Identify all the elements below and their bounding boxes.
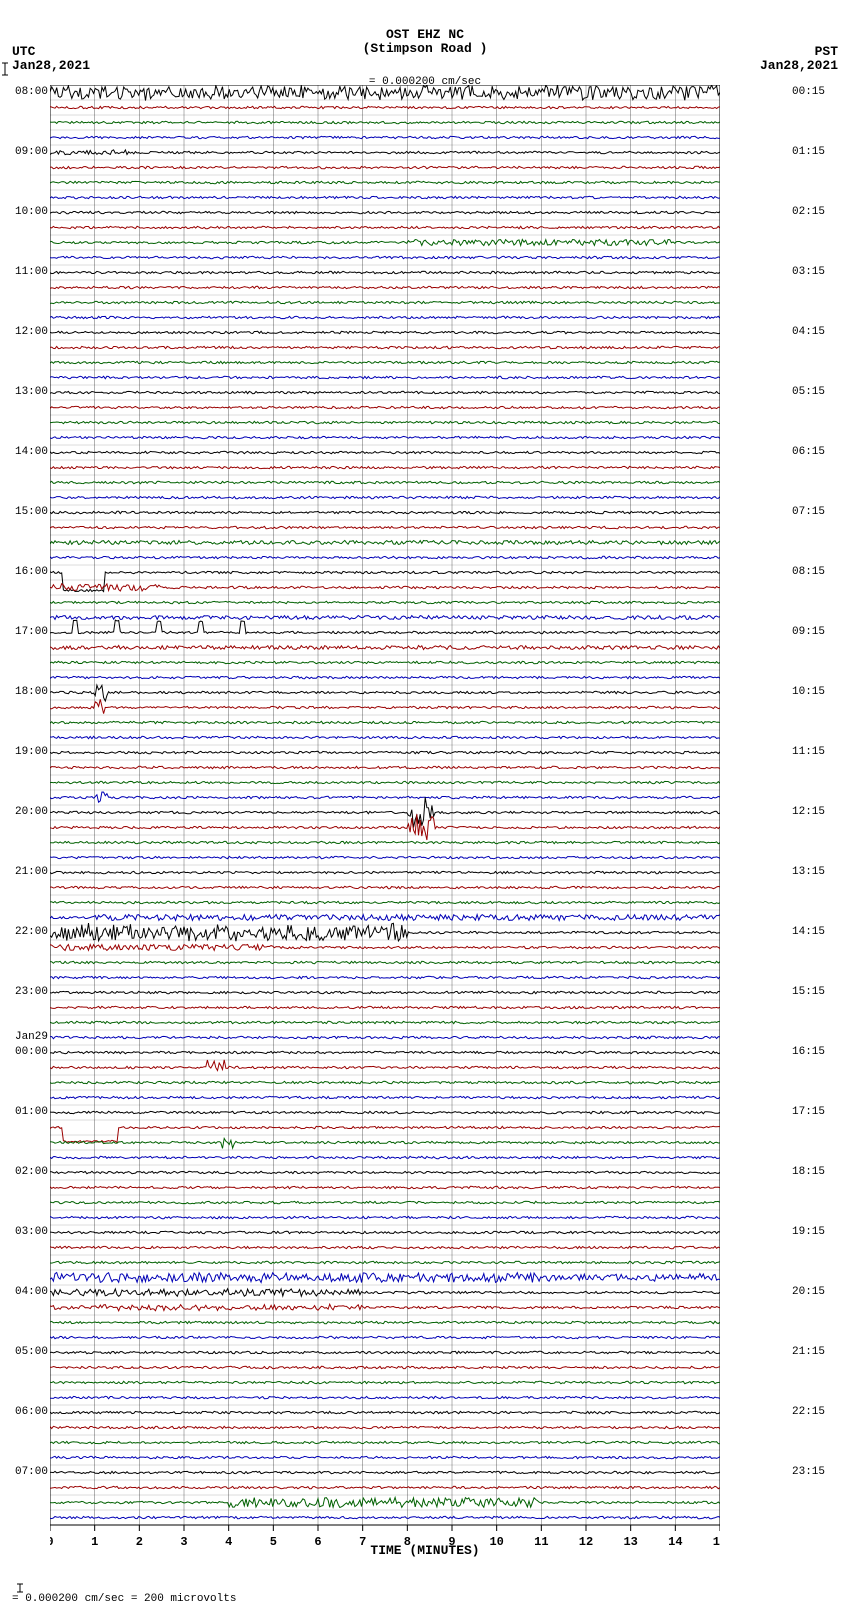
right-time-label: 00:15 bbox=[792, 86, 825, 98]
seismogram-plot: 0123456789101112131415 bbox=[50, 85, 720, 1525]
right-time-labels: 00:15 01:15 02:15 03:15 04:15 05:15 06:15 07:15… bbox=[792, 85, 842, 1525]
right-time-label: 16:15 bbox=[792, 1046, 825, 1058]
right-time-label: 08:15 bbox=[792, 566, 825, 578]
right-time-label: 14:15 bbox=[792, 926, 825, 938]
right-time-label: 11:15 bbox=[792, 746, 825, 758]
left-time-label: 08:00 bbox=[15, 86, 48, 98]
right-time-label: 09:15 bbox=[792, 626, 825, 638]
right-time-label: 21:15 bbox=[792, 1346, 825, 1358]
left-time-label: 02:00 bbox=[15, 1166, 48, 1178]
left-time-label: 09:00 bbox=[15, 146, 48, 158]
right-time-label: 03:15 bbox=[792, 266, 825, 278]
timezone-left: UTC Jan28,2021 bbox=[12, 45, 90, 73]
right-time-label: 12:15 bbox=[792, 806, 825, 818]
left-time-label: 11:00 bbox=[15, 266, 48, 278]
left-time-label: Jan29 bbox=[15, 1031, 48, 1043]
left-time-label: 20:00 bbox=[15, 806, 48, 818]
footnote: = 0.000200 cm/sec = 200 microvolts bbox=[12, 1583, 236, 1605]
right-time-label: 04:15 bbox=[792, 326, 825, 338]
right-time-label: 01:15 bbox=[792, 146, 825, 158]
right-time-label: 22:15 bbox=[792, 1406, 825, 1418]
left-time-label: 18:00 bbox=[15, 686, 48, 698]
right-time-label: 18:15 bbox=[792, 1166, 825, 1178]
tz-right-label: PST bbox=[815, 44, 838, 59]
right-time-label: 19:15 bbox=[792, 1226, 825, 1238]
title-line2: (Stimpson Road ) bbox=[363, 41, 488, 56]
left-time-labels: 08:00 09:00 10:00 11:00 12:00 13:00 14:00 15:00… bbox=[8, 85, 48, 1525]
left-time-label: 06:00 bbox=[15, 1406, 48, 1418]
left-time-label: 03:00 bbox=[15, 1226, 48, 1238]
right-time-label: 13:15 bbox=[792, 866, 825, 878]
timezone-right: PST Jan28,2021 bbox=[760, 45, 838, 73]
footnote-text: = 0.000200 cm/sec = 200 microvolts bbox=[12, 1593, 236, 1605]
left-time-label: 22:00 bbox=[15, 926, 48, 938]
tz-right-date: Jan28,2021 bbox=[760, 58, 838, 73]
left-time-label: 07:00 bbox=[15, 1466, 48, 1478]
left-time-label: 05:00 bbox=[15, 1346, 48, 1358]
left-time-label: 10:00 bbox=[15, 206, 48, 218]
right-time-label: 15:15 bbox=[792, 986, 825, 998]
title-line1: OST EHZ NC bbox=[386, 27, 464, 42]
left-time-label: 04:00 bbox=[15, 1286, 48, 1298]
right-time-label: 23:15 bbox=[792, 1466, 825, 1478]
left-time-label: 19:00 bbox=[15, 746, 48, 758]
left-time-label: 12:00 bbox=[15, 326, 48, 338]
left-time-label: 01:00 bbox=[15, 1106, 48, 1118]
left-time-label: 13:00 bbox=[15, 386, 48, 398]
left-time-label: 14:00 bbox=[15, 446, 48, 458]
chart-title: OST EHZ NC (Stimpson Road ) bbox=[0, 28, 850, 56]
left-time-label: 17:00 bbox=[15, 626, 48, 638]
xaxis-label: TIME (MINUTES) bbox=[0, 1543, 850, 1558]
tz-left-date: Jan28,2021 bbox=[12, 58, 90, 73]
left-time-label: 21:00 bbox=[15, 866, 48, 878]
right-time-label: 05:15 bbox=[792, 386, 825, 398]
left-time-label: 00:00 bbox=[15, 1046, 48, 1058]
tz-left-label: UTC bbox=[12, 44, 35, 59]
right-time-label: 17:15 bbox=[792, 1106, 825, 1118]
right-time-label: 07:15 bbox=[792, 506, 825, 518]
right-time-label: 10:15 bbox=[792, 686, 825, 698]
right-time-label: 02:15 bbox=[792, 206, 825, 218]
left-time-label: 16:00 bbox=[15, 566, 48, 578]
left-time-label: 23:00 bbox=[15, 986, 48, 998]
right-time-label: 06:15 bbox=[792, 446, 825, 458]
right-time-label: 20:15 bbox=[792, 1286, 825, 1298]
left-time-label: 15:00 bbox=[15, 506, 48, 518]
